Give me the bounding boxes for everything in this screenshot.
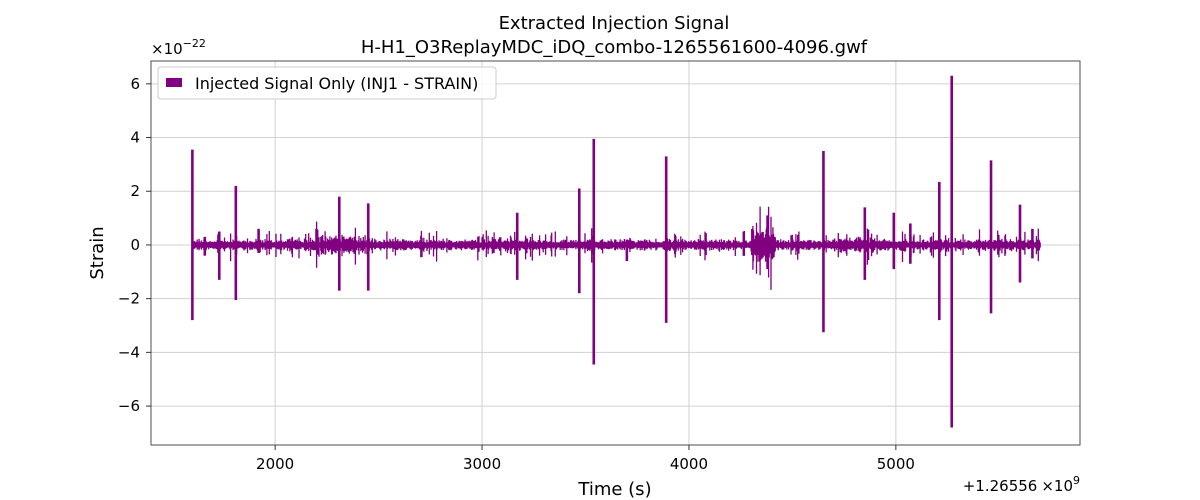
chart-title: Extracted Injection Signal bbox=[499, 13, 730, 34]
y-tick-label: 0 bbox=[130, 236, 140, 254]
x-tick-label: 4000 bbox=[670, 455, 708, 473]
x-tick-label: 3000 bbox=[463, 455, 501, 473]
legend: Injected Signal Only (INJ1 - STRAIN) bbox=[157, 66, 497, 100]
y-tick-label: −4 bbox=[118, 343, 140, 361]
chart-subtitle: H-H1_O3ReplayMDC_iDQ_combo-1265561600-40… bbox=[361, 37, 868, 58]
y-axis-ticks: 6 4 2 0 −2 −4 −6 bbox=[118, 75, 151, 415]
data-layer bbox=[191, 75, 1041, 428]
plot-area-frame bbox=[150, 60, 1081, 446]
x-axis-offset-label: +1.26556 ×109 bbox=[963, 474, 1080, 495]
legend-swatch bbox=[166, 78, 182, 87]
y-tick-label: 4 bbox=[130, 129, 140, 147]
y-tick-label: −2 bbox=[118, 290, 140, 308]
x-tick-label: 5000 bbox=[877, 455, 915, 473]
y-axis-label: Strain bbox=[87, 226, 108, 279]
legend-entry-label: Injected Signal Only (INJ1 - STRAIN) bbox=[195, 74, 478, 93]
y-tick-label: 6 bbox=[130, 75, 140, 93]
x-axis-ticks: 2000 3000 4000 5000 bbox=[256, 445, 915, 473]
y-scale-multiplier: ×10 bbox=[151, 40, 183, 58]
x-tick-label: 2000 bbox=[256, 455, 294, 473]
y-axis-scale-label: ×10−22 bbox=[151, 37, 206, 58]
x-offset-value: +1.26556 bbox=[963, 477, 1038, 495]
y-tick-label: −6 bbox=[118, 397, 140, 415]
legend-box bbox=[157, 66, 497, 100]
y-scale-exponent: −22 bbox=[183, 37, 206, 50]
x-offset-multiplier: ×10 bbox=[1041, 477, 1073, 495]
y-tick-label: 2 bbox=[130, 182, 140, 200]
x-axis-label: Time (s) bbox=[577, 479, 651, 500]
x-offset-exponent: 9 bbox=[1073, 474, 1080, 487]
